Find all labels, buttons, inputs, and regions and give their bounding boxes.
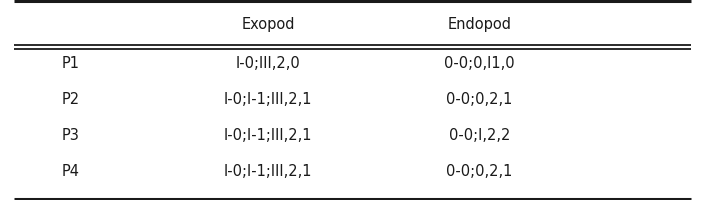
- Text: P4: P4: [61, 164, 80, 180]
- Text: P2: P2: [61, 92, 80, 108]
- Text: 0-0;0,2,1: 0-0;0,2,1: [446, 164, 513, 180]
- Text: P3: P3: [61, 129, 80, 144]
- Text: I-0;III,2,0: I-0;III,2,0: [235, 56, 300, 72]
- Text: 0-0;I,2,2: 0-0;I,2,2: [448, 129, 510, 144]
- Text: I-0;I-1;III,2,1: I-0;I-1;III,2,1: [223, 129, 312, 144]
- Text: I-0;I-1;III,2,1: I-0;I-1;III,2,1: [223, 92, 312, 108]
- Text: Endopod: Endopod: [448, 17, 511, 31]
- Text: 0-0;0,2,1: 0-0;0,2,1: [446, 92, 513, 108]
- Text: I-0;I-1;III,2,1: I-0;I-1;III,2,1: [223, 164, 312, 180]
- Text: Exopod: Exopod: [241, 17, 295, 31]
- Text: 0-0;0,I1,0: 0-0;0,I1,0: [444, 56, 515, 72]
- Text: P1: P1: [61, 56, 80, 72]
